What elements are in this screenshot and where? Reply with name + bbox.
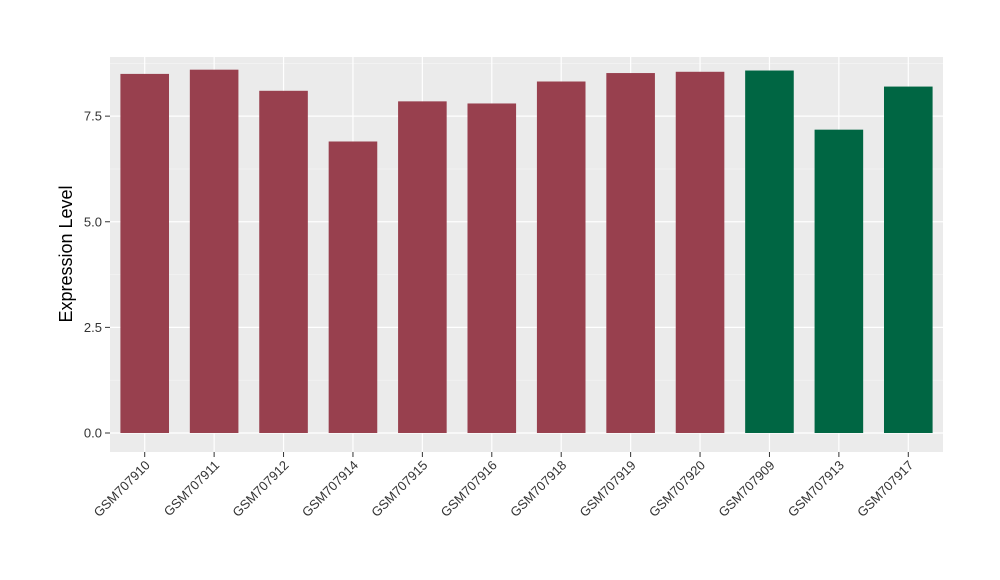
bar-GSM707917 xyxy=(883,86,933,433)
plot-panel xyxy=(110,57,943,452)
x-tick-label: GSM707911 xyxy=(161,458,223,520)
x-tick-label: GSM707912 xyxy=(229,458,291,520)
y-axis-title: Expression Level xyxy=(56,185,76,322)
x-tick-label: GSM707918 xyxy=(507,458,569,520)
bar-GSM707915 xyxy=(398,101,447,433)
x-tick-label: GSM707913 xyxy=(785,458,847,520)
y-tick-label: 7.5 xyxy=(84,109,102,124)
minor-gridlines xyxy=(110,63,943,381)
bar-GSM707910 xyxy=(120,73,170,433)
bar-GSM707911 xyxy=(189,69,239,433)
bar-GSM707909 xyxy=(745,70,794,433)
x-tick-label: GSM707909 xyxy=(715,458,777,520)
y-tick-label: 5.0 xyxy=(84,214,102,229)
y-axis: 0.0 2.5 5.0 7.5 xyxy=(84,109,110,440)
x-tick-label: GSM707914 xyxy=(299,458,361,520)
bar-GSM707912 xyxy=(259,90,308,433)
bars xyxy=(120,69,933,433)
x-tick-label: GSM707910 xyxy=(91,458,153,520)
bar-GSM707920 xyxy=(675,71,725,433)
bar-GSM707918 xyxy=(536,81,586,433)
y-tick-label: 2.5 xyxy=(84,320,102,335)
y-tick-label: 0.0 xyxy=(84,425,102,440)
bar-GSM707916 xyxy=(467,103,517,433)
bar-GSM707914 xyxy=(328,141,378,433)
x-tick-label: GSM707919 xyxy=(577,458,639,520)
x-tick-label: GSM707915 xyxy=(368,458,430,520)
x-tick-label: GSM707916 xyxy=(438,458,500,520)
bar-GSM707913 xyxy=(814,129,864,433)
x-tick-label: GSM707920 xyxy=(646,458,708,520)
x-tick-label: GSM707917 xyxy=(854,458,916,520)
x-axis: GSM707910 GSM707911 GSM707912 GSM707914 GSM7… xyxy=(91,452,916,520)
bar-GSM707919 xyxy=(606,73,655,433)
